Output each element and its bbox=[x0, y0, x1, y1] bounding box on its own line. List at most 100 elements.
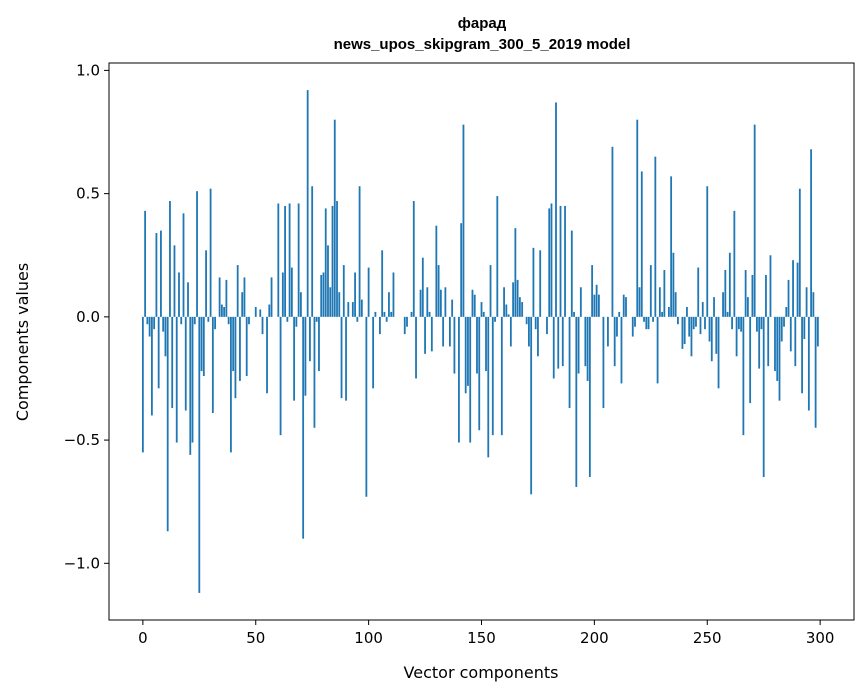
bar-204 bbox=[602, 316, 605, 409]
bar-95 bbox=[356, 316, 359, 322]
y-axis-label: Components values bbox=[13, 263, 32, 421]
bar-277 bbox=[767, 316, 770, 367]
bar-295 bbox=[807, 316, 810, 411]
bar-148 bbox=[476, 316, 478, 374]
bar-217 bbox=[631, 316, 634, 337]
bar-200 bbox=[593, 294, 596, 317]
bar-244 bbox=[692, 316, 695, 330]
bar-47 bbox=[248, 316, 250, 325]
bar-213 bbox=[622, 294, 625, 317]
bar-24 bbox=[196, 191, 198, 317]
bar-121 bbox=[415, 316, 417, 379]
bar-21 bbox=[189, 316, 192, 455]
bar-5 bbox=[153, 316, 156, 330]
bar-197 bbox=[586, 316, 589, 381]
bar-18 bbox=[182, 213, 185, 317]
y-tick-label: 0.5 bbox=[76, 185, 100, 203]
bar-189 bbox=[568, 316, 571, 409]
bar-209 bbox=[613, 316, 616, 367]
bar-151 bbox=[482, 311, 485, 317]
bar-245 bbox=[695, 316, 697, 327]
bar-263 bbox=[735, 316, 738, 357]
bar-70 bbox=[299, 292, 302, 317]
bar-124 bbox=[421, 257, 424, 317]
bar-44 bbox=[241, 292, 244, 317]
y-tick-label: −0.5 bbox=[64, 431, 100, 449]
bar-31 bbox=[211, 316, 214, 413]
bar-253 bbox=[713, 297, 715, 317]
bar-290 bbox=[796, 262, 799, 317]
x-axis-ticks: 0 50 100 150 200 250 300 bbox=[138, 620, 834, 647]
bar-127 bbox=[428, 311, 431, 317]
x-tick-label: 50 bbox=[246, 629, 265, 647]
y-tick-label: −1.0 bbox=[64, 554, 100, 572]
bar-196 bbox=[584, 316, 587, 367]
bar-166 bbox=[516, 279, 519, 317]
bar-66 bbox=[290, 267, 293, 317]
bar-162 bbox=[507, 314, 510, 317]
bar-71 bbox=[302, 316, 305, 539]
bar-212 bbox=[620, 316, 623, 384]
bar-69 bbox=[297, 203, 300, 317]
bar-173 bbox=[532, 247, 535, 317]
bar-226 bbox=[652, 316, 654, 322]
bar-283 bbox=[780, 316, 783, 342]
bar-282 bbox=[778, 316, 781, 401]
bar-14 bbox=[173, 245, 176, 317]
bar-89 bbox=[342, 265, 345, 317]
bar-221 bbox=[640, 171, 643, 317]
bar-194 bbox=[579, 287, 582, 317]
bar-23 bbox=[193, 316, 196, 325]
bar-41 bbox=[234, 316, 237, 399]
bar-187 bbox=[564, 205, 566, 317]
bar-239 bbox=[681, 316, 684, 349]
bar-248 bbox=[701, 302, 704, 317]
bar-56 bbox=[268, 304, 271, 317]
bar-53 bbox=[261, 316, 264, 335]
bar-265 bbox=[740, 316, 743, 332]
bar-208 bbox=[611, 146, 614, 317]
bar-172 bbox=[530, 316, 533, 495]
bar-63 bbox=[284, 205, 286, 317]
bar-252 bbox=[710, 316, 713, 362]
bar-146 bbox=[471, 289, 474, 317]
x-tick-label: 200 bbox=[580, 629, 609, 647]
bar-184 bbox=[557, 316, 560, 369]
bar-254 bbox=[715, 316, 718, 354]
bar-192 bbox=[575, 316, 578, 487]
bar-65 bbox=[288, 203, 291, 317]
bar-270 bbox=[751, 274, 754, 317]
bar-199 bbox=[591, 265, 594, 317]
bar-164 bbox=[512, 282, 515, 317]
bar-73 bbox=[306, 90, 309, 317]
bar-225 bbox=[649, 265, 652, 317]
bar-86 bbox=[336, 201, 338, 317]
x-tick-label: 150 bbox=[467, 629, 496, 647]
bar-103 bbox=[374, 311, 377, 317]
bar-83 bbox=[329, 287, 332, 317]
bar-131 bbox=[437, 265, 440, 317]
bar-143 bbox=[464, 316, 467, 394]
bar-100 bbox=[367, 267, 370, 317]
bar-223 bbox=[645, 316, 648, 330]
bar-156 bbox=[494, 316, 496, 322]
bar-29 bbox=[207, 316, 210, 322]
bar-273 bbox=[758, 316, 761, 369]
bar-163 bbox=[509, 316, 512, 347]
bar-183 bbox=[555, 102, 557, 317]
bar-157 bbox=[496, 196, 499, 317]
bar-182 bbox=[552, 316, 555, 379]
bar-75 bbox=[311, 186, 314, 317]
bar-264 bbox=[737, 316, 740, 330]
bar-142 bbox=[462, 124, 465, 317]
bar-145 bbox=[469, 316, 472, 443]
bar-227 bbox=[654, 156, 657, 317]
bar-288 bbox=[792, 260, 794, 317]
bar-281 bbox=[776, 316, 779, 381]
bar-119 bbox=[410, 311, 413, 317]
bar-34 bbox=[218, 277, 221, 317]
bar-61 bbox=[279, 316, 282, 436]
bar-39 bbox=[230, 316, 232, 453]
bar-233 bbox=[667, 306, 670, 317]
